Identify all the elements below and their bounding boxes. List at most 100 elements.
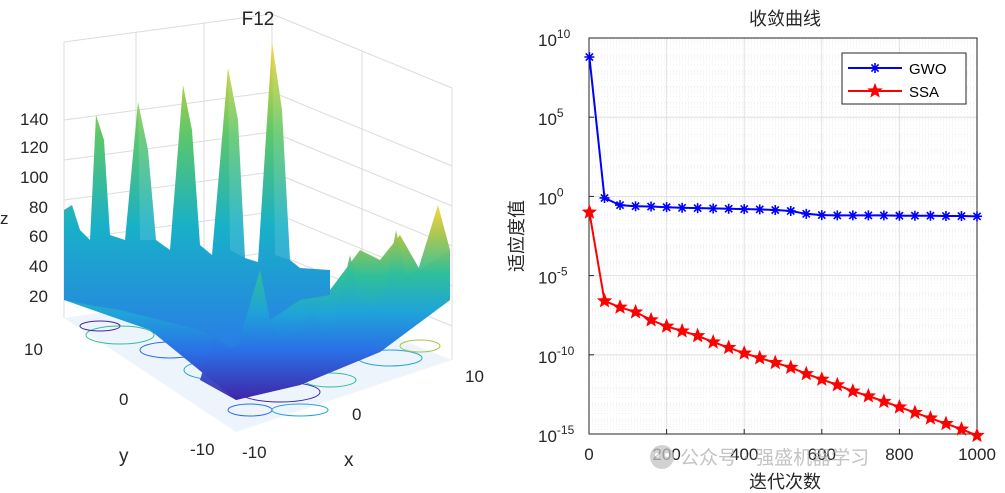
data-point (752, 349, 768, 365)
legend: GWO SSA (841, 52, 967, 105)
chart-title: 收敛曲线 (749, 9, 821, 30)
data-point (720, 339, 737, 355)
data-point (845, 383, 861, 398)
data-point (708, 203, 719, 214)
data-point (972, 211, 982, 222)
data-point (870, 63, 880, 73)
data-point (581, 204, 598, 219)
data-point (829, 376, 846, 392)
data-point (878, 210, 889, 221)
x-tick-label: 800 (885, 445, 913, 464)
data-point (860, 387, 877, 403)
legend-marker-gwo (870, 63, 880, 73)
series-gwo (584, 52, 982, 222)
y-tick-label: 10-5 (538, 265, 568, 288)
data-point (596, 292, 613, 308)
data-point (754, 204, 765, 215)
x-tick-label: 10 (465, 367, 484, 386)
data-point (736, 345, 752, 360)
y-tick-label: 10-10 (538, 344, 575, 367)
series (581, 52, 985, 443)
data-point (770, 205, 781, 216)
z-tick-label: 100 (20, 168, 48, 187)
data-point (909, 210, 920, 221)
legend-label-gwo: GWO (909, 61, 947, 78)
y-tick-label: 105 (538, 106, 564, 129)
data-point (814, 371, 830, 386)
data-point (677, 202, 688, 213)
data-point (832, 210, 843, 221)
data-point (584, 52, 595, 63)
watermark-text: 公众号 · 强盛机器学习 (680, 447, 869, 469)
data-point (876, 393, 892, 409)
data-point (798, 365, 814, 381)
data-point (940, 211, 951, 222)
data-point (969, 427, 985, 443)
data-point (938, 415, 954, 431)
x-axis-label: 迭代次数 (749, 472, 821, 493)
data-point (922, 410, 939, 425)
surface-title: F12 (242, 9, 275, 30)
y-axis-label: 适应度值 (507, 200, 528, 272)
z-tick-label: 140 (20, 110, 48, 129)
series-ssa (581, 204, 985, 443)
data-point (847, 210, 858, 221)
data-point (785, 205, 796, 216)
data-point (894, 210, 905, 221)
z-tick-label: 80 (29, 198, 48, 217)
data-point (630, 201, 641, 212)
z-tick-label: 60 (29, 227, 48, 246)
y-tick-label: 10 (24, 340, 43, 359)
data-point (692, 203, 703, 214)
z-tick-label: 40 (29, 257, 48, 276)
x-tick-label: 0 (352, 405, 361, 424)
wechat-icon (650, 445, 674, 469)
data-point (925, 210, 936, 221)
legend-box (841, 52, 967, 105)
data-point (627, 303, 644, 319)
plot-area (588, 37, 978, 435)
x-axis-label: x (344, 450, 354, 471)
z-tick-label: 120 (20, 138, 48, 157)
data-point (674, 322, 690, 338)
data-point (658, 318, 675, 333)
data-point (723, 203, 734, 214)
legend-label-ssa: SSA (909, 84, 939, 101)
data-point (801, 208, 812, 219)
data-point (599, 192, 610, 203)
y-tick-label: 1010 (538, 27, 571, 50)
x-tick-label: 1000 (958, 445, 996, 464)
data-point (615, 200, 626, 211)
data-point (956, 211, 967, 222)
x-tick-label: -10 (242, 443, 267, 462)
data-point (739, 204, 750, 215)
data-point (612, 299, 628, 314)
data-point (661, 202, 672, 213)
data-point (816, 210, 827, 221)
y-tick-label: 100 (538, 185, 564, 208)
data-point (643, 311, 659, 327)
x-tick-label: 400 (730, 445, 758, 464)
surface-mesh (64, 42, 450, 400)
data-point (783, 359, 799, 374)
data-point (907, 404, 923, 420)
data-point (953, 421, 970, 436)
y-tick-label: -10 (190, 440, 215, 459)
data-point (705, 333, 721, 349)
data-point (646, 201, 657, 212)
data-point (867, 82, 883, 98)
x-tick-label: 0 (584, 445, 593, 464)
y-tick-label: 0 (119, 390, 128, 409)
watermark: 公众号 · 强盛机器学习 (650, 445, 869, 469)
data-point (689, 327, 706, 343)
z-axis-label: z (0, 209, 9, 228)
legend-marker-ssa (867, 82, 883, 98)
y-ticks: 1010 105 100 10-5 10-10 10-15 (538, 27, 594, 446)
y-axis-label: y (119, 446, 129, 467)
data-point (767, 354, 783, 370)
data-point (891, 399, 908, 414)
x-tick-label: 600 (808, 445, 836, 464)
data-point (863, 210, 874, 221)
